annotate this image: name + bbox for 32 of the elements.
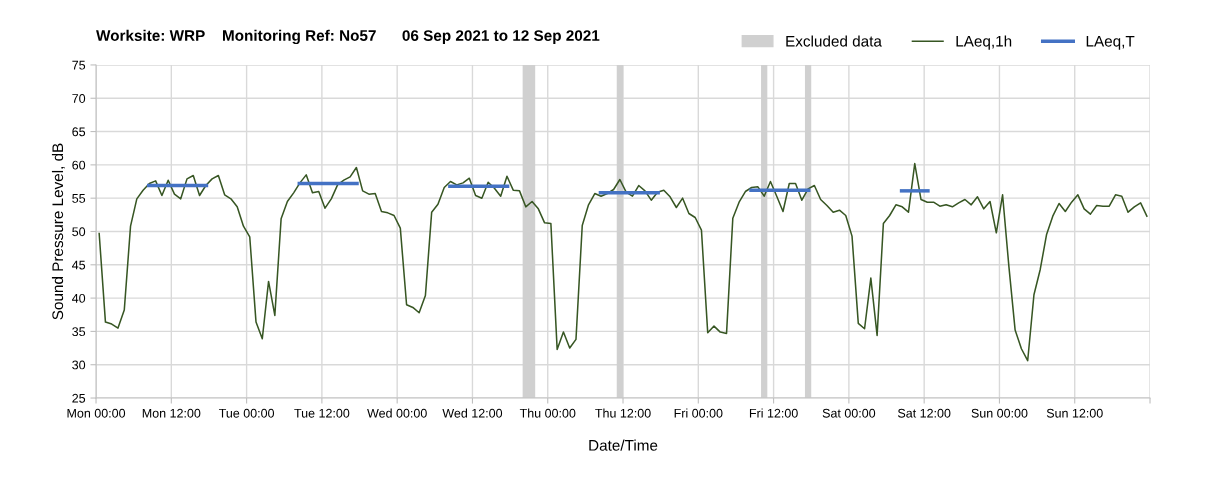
x-tick-label: Thu 00:00	[519, 408, 576, 418]
x-tick-label: Mon 12:00	[142, 408, 201, 418]
x-tick-label: Wed 00:00	[367, 408, 427, 418]
legend-label: LAeq,1h	[956, 35, 1012, 50]
y-axis-title: Sound Pressure Level, dB	[51, 143, 65, 320]
x-tick-label: Wed 12:00	[442, 408, 503, 418]
y-tick-label: 70	[72, 94, 86, 103]
x-tick-label: Sat 12:00	[897, 408, 951, 418]
legend-label: Excluded data	[786, 35, 882, 47]
x-axis-title: Date/Time	[589, 439, 658, 451]
y-tick-label: 75	[72, 60, 86, 70]
x-tick-label: Sat 00:00	[822, 408, 876, 418]
x-tick-label: Sun 12:00	[1046, 408, 1103, 418]
x-tick-label: Fri 12:00	[749, 408, 798, 418]
y-tick-label: 30	[72, 360, 86, 370]
x-tick-label: Sun 00:00	[971, 408, 1028, 418]
line-series	[98, 162, 1148, 362]
y-tick-label: 65	[72, 127, 86, 137]
y-tick-label: 40	[72, 293, 86, 303]
legend-label: LAeq,T	[1086, 35, 1135, 50]
x-tick-label: Tue 00:00	[218, 408, 275, 418]
y-tick-label: 55	[72, 194, 86, 203]
x-tick-label: Mon 00:00	[67, 408, 126, 418]
x-tick-label: Thu 12:00	[595, 408, 651, 418]
y-tick-label: 25	[72, 393, 86, 403]
y-tick-label: 35	[72, 327, 86, 337]
y-tick-label: 50	[72, 227, 86, 237]
y-tick-label: 45	[72, 260, 86, 270]
chart-title: Worksite: WRP Monitoring Ref: No57 06 Sep 2021 to 12 Sep 2021	[96, 29, 600, 45]
x-tick-label: Tue 12:00	[294, 408, 350, 418]
y-tick-label: 60	[72, 160, 86, 170]
x-tick-label: Fri 00:00	[674, 408, 723, 418]
